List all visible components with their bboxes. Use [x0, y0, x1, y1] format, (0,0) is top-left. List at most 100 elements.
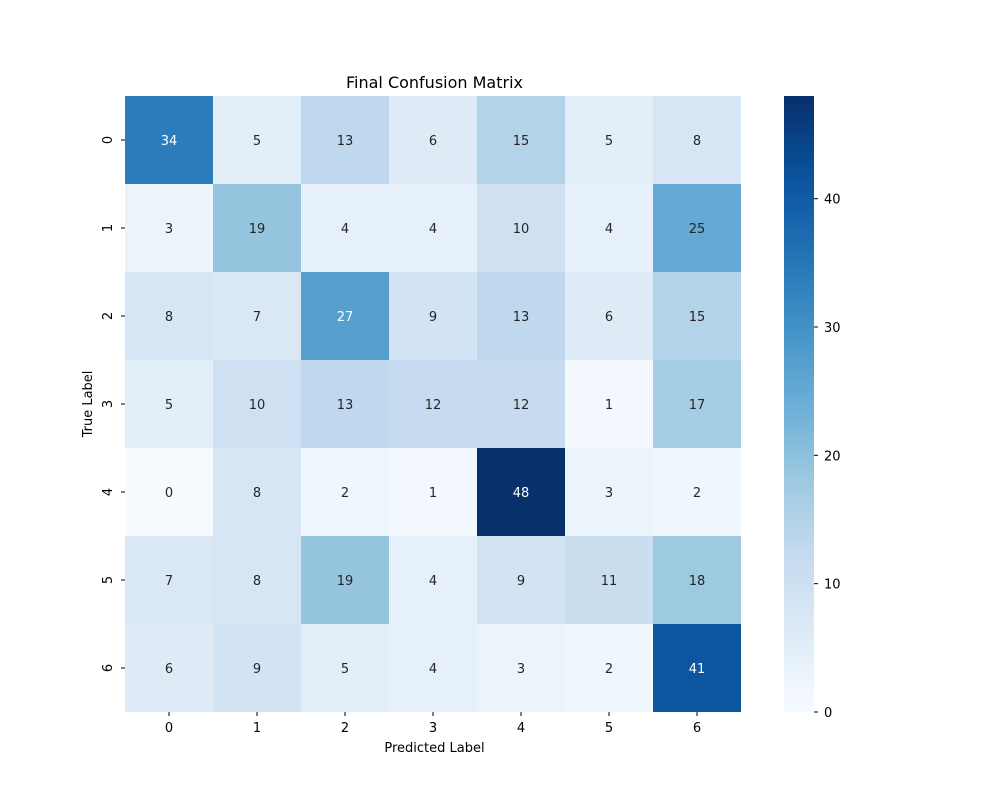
colorbar-tick-label-4: 40 [824, 193, 841, 208]
cell-value-r6-c4: 3 [517, 662, 525, 677]
y-tick-label-5: 5 [101, 576, 116, 584]
cell-value-r5-c2: 19 [337, 574, 354, 589]
heatmap-cell-r4-c3 [389, 448, 477, 536]
cell-value-r1-c0: 3 [165, 222, 173, 237]
cell-value-r1-c4: 10 [513, 222, 530, 237]
x-axis: 0 1 2 3 4 5 6 [165, 712, 701, 736]
cell-value-r0-c0: 34 [161, 134, 178, 149]
heatmap-cell-r2-c2 [301, 272, 389, 360]
x-tick-label-3: 3 [429, 721, 437, 736]
heatmap-cell-r3-c2 [301, 360, 389, 448]
x-tick-label-6: 6 [693, 721, 701, 736]
cell-value-r4-c5: 3 [605, 486, 613, 501]
heatmap-cell-r6-c4 [477, 624, 565, 712]
heatmap-cell-r1-c6 [653, 184, 741, 272]
x-tick-label-2: 2 [341, 721, 349, 736]
cell-value-r1-c5: 4 [605, 222, 613, 237]
heatmap-cells [125, 96, 741, 712]
cell-value-r2-c0: 8 [165, 310, 173, 325]
cell-value-r6-c0: 6 [165, 662, 173, 677]
cell-value-r2-c1: 7 [253, 310, 261, 325]
heatmap-cell-r4-c6 [653, 448, 741, 536]
y-tick-label-0: 0 [101, 136, 116, 144]
heatmap-cell-r6-c3 [389, 624, 477, 712]
cell-value-r1-c6: 25 [689, 222, 706, 237]
cell-value-r6-c2: 5 [341, 662, 349, 677]
cell-value-r2-c6: 15 [689, 310, 706, 325]
heatmap-cell-r5-c5 [565, 536, 653, 624]
cell-value-r4-c6: 2 [693, 486, 701, 501]
cell-value-r0-c1: 5 [253, 134, 261, 149]
heatmap-cell-r3-c6 [653, 360, 741, 448]
cell-value-r1-c1: 19 [249, 222, 266, 237]
colorbar-ticks: 0 10 20 30 40 [814, 193, 841, 721]
cell-value-r0-c4: 15 [513, 134, 530, 149]
heatmap-cell-r1-c5 [565, 184, 653, 272]
cell-value-r5-c6: 18 [689, 574, 706, 589]
y-axis-label: True Label [81, 371, 96, 439]
heatmap-cell-r5-c0 [125, 536, 213, 624]
y-tick-label-6: 6 [101, 664, 116, 672]
cell-value-r6-c3: 4 [429, 662, 437, 677]
y-tick-label-4: 4 [101, 488, 116, 496]
heatmap-cell-r0-c0 [125, 96, 213, 184]
heatmap-cell-r6-c1 [213, 624, 301, 712]
heatmap-cell-r3-c1 [213, 360, 301, 448]
heatmap-cell-r5-c4 [477, 536, 565, 624]
heatmap-cell-r5-c2 [301, 536, 389, 624]
heatmap-cell-r4-c1 [213, 448, 301, 536]
heatmap-cell-r1-c2 [301, 184, 389, 272]
cell-value-r5-c3: 4 [429, 574, 437, 589]
heatmap-cell-r2-c5 [565, 272, 653, 360]
heatmap-cell-labels: 34 5 13 6 15 5 83 19 4 4 10 4 258 7 27 9 13 6 155 10 13 12 12 1… [161, 134, 706, 677]
colorbar-tick-label-2: 20 [824, 449, 841, 464]
heatmap-cell-r1-c1 [213, 184, 301, 272]
y-axis: 0 1 2 3 4 5 6 [101, 136, 125, 672]
heatmap-cell-r5-c3 [389, 536, 477, 624]
cell-value-r5-c5: 11 [601, 574, 618, 589]
chart-title: Final Confusion Matrix [346, 73, 523, 92]
y-tick-label-3: 3 [101, 400, 116, 408]
cell-value-r3-c3: 12 [425, 398, 442, 413]
cell-value-r2-c2: 27 [337, 310, 354, 325]
cell-value-r4-c0: 0 [165, 486, 173, 501]
heatmap-cell-r2-c0 [125, 272, 213, 360]
cell-value-r5-c0: 7 [165, 574, 173, 589]
cell-value-r3-c2: 13 [337, 398, 354, 413]
x-tick-label-5: 5 [605, 721, 613, 736]
heatmap-cell-r0-c4 [477, 96, 565, 184]
y-tick-label-1: 1 [101, 224, 116, 232]
heatmap-cell-r2-c3 [389, 272, 477, 360]
heatmap-cell-r3-c4 [477, 360, 565, 448]
heatmap-cell-r3-c3 [389, 360, 477, 448]
cell-value-r3-c1: 10 [249, 398, 266, 413]
heatmap-cell-r1-c4 [477, 184, 565, 272]
heatmap-cell-r3-c5 [565, 360, 653, 448]
colorbar-tick-label-1: 10 [824, 578, 841, 593]
cell-value-r3-c6: 17 [689, 398, 706, 413]
cell-value-r0-c2: 13 [337, 134, 354, 149]
heatmap-cell-r0-c5 [565, 96, 653, 184]
heatmap-cell-r3-c0 [125, 360, 213, 448]
x-tick-label-0: 0 [165, 721, 173, 736]
cell-value-r0-c3: 6 [429, 134, 437, 149]
cell-value-r0-c5: 5 [605, 134, 613, 149]
colorbar-tick-label-3: 30 [824, 321, 841, 336]
heatmap-cell-r6-c2 [301, 624, 389, 712]
cell-value-r3-c0: 5 [165, 398, 173, 413]
heatmap-cell-r2-c4 [477, 272, 565, 360]
cell-value-r4-c1: 8 [253, 486, 261, 501]
cell-value-r4-c4: 48 [513, 486, 530, 501]
y-tick-label-2: 2 [101, 312, 116, 320]
x-axis-label: Predicted Label [384, 741, 484, 756]
cell-value-r6-c6: 41 [689, 662, 706, 677]
heatmap-cell-r5-c1 [213, 536, 301, 624]
cell-value-r3-c4: 12 [513, 398, 530, 413]
cell-value-r6-c5: 2 [605, 662, 613, 677]
cell-value-r4-c2: 2 [341, 486, 349, 501]
cell-value-r2-c3: 9 [429, 310, 437, 325]
heatmap-cell-r0-c1 [213, 96, 301, 184]
heatmap-cell-r4-c2 [301, 448, 389, 536]
heatmap-cell-r0-c6 [653, 96, 741, 184]
